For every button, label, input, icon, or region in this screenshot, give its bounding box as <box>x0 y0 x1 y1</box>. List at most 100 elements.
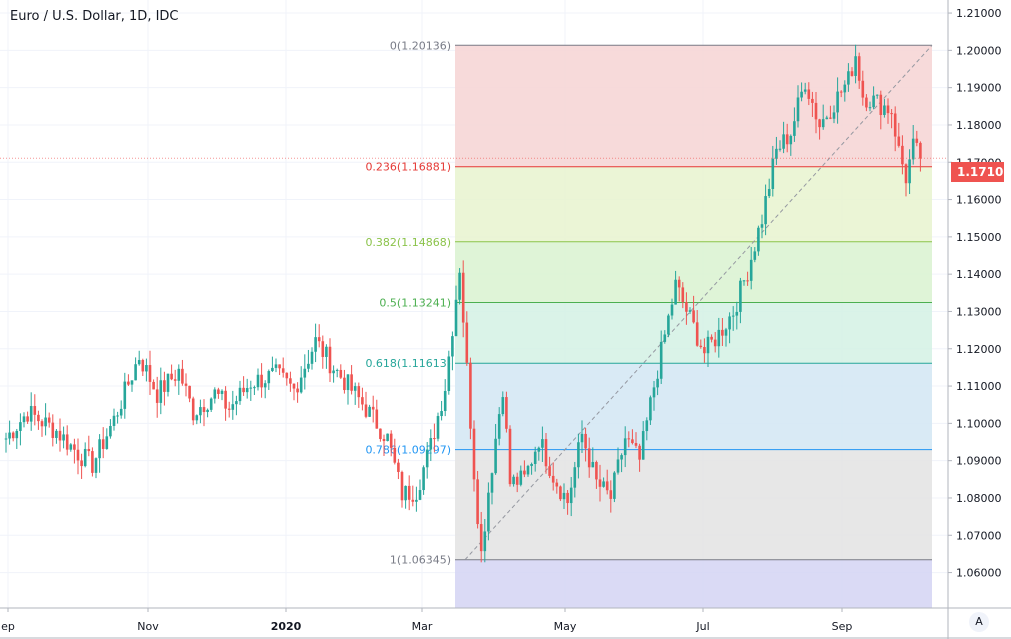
candle-body <box>623 438 627 456</box>
candle-body <box>40 421 44 427</box>
y-tick-label: 1.10000 <box>956 417 1002 430</box>
candle-body <box>782 134 785 149</box>
candle-body <box>800 91 803 98</box>
candle-body <box>767 188 771 197</box>
candle-body <box>548 466 551 476</box>
candle-body <box>559 486 562 500</box>
candle-body <box>515 476 519 485</box>
candle-body <box>397 462 400 472</box>
candle-body <box>454 299 458 337</box>
candle-body <box>26 416 29 422</box>
candle-body <box>764 196 767 225</box>
candle-body <box>598 479 602 487</box>
candle-body <box>73 444 76 450</box>
candle-body <box>393 447 397 463</box>
y-tick-label: 1.07000 <box>956 529 1002 542</box>
candle-body <box>368 406 371 417</box>
candle-body <box>836 91 839 113</box>
candle-body <box>854 56 857 76</box>
candle-body <box>303 368 307 378</box>
candle-body <box>137 360 141 365</box>
candle-body <box>29 406 33 422</box>
candle-body <box>904 164 908 184</box>
candle-body <box>281 368 285 373</box>
candle-body <box>76 449 80 461</box>
candle-body <box>422 467 425 491</box>
candle-body <box>883 105 886 115</box>
y-tick-label: 1.08000 <box>956 492 1002 505</box>
candle-body <box>249 387 253 389</box>
candle-body <box>325 346 328 357</box>
candle-body <box>685 302 688 312</box>
candle-body <box>512 476 515 485</box>
fib-label-2: 0.382(1.14868) <box>365 236 451 249</box>
candle-body <box>695 322 699 346</box>
candle-body <box>649 397 652 421</box>
candle-body <box>350 374 353 391</box>
candle-body <box>33 406 37 415</box>
y-tick-label: 1.11000 <box>956 380 1002 393</box>
candle-body <box>724 329 728 336</box>
candle-body <box>487 492 490 532</box>
candle-body <box>267 371 271 384</box>
candle-body <box>890 113 893 115</box>
candle-body <box>163 380 166 392</box>
candle-body <box>184 383 188 386</box>
candle-body <box>235 401 238 405</box>
candle-body <box>199 407 202 416</box>
current-price-badge: 1.17106 <box>951 162 1011 182</box>
candle-body <box>897 136 901 146</box>
candle-body <box>4 438 8 440</box>
candle-body <box>307 363 310 369</box>
candle-body <box>677 279 681 288</box>
candle-body <box>602 481 605 487</box>
candle-body <box>271 367 274 372</box>
candle-body <box>847 71 850 85</box>
candle-body <box>656 378 659 388</box>
auto-scale-button[interactable]: A <box>969 612 989 632</box>
candle-body <box>65 434 69 450</box>
fib-label-5: 0.786(1.09297) <box>365 444 451 457</box>
candle-body <box>152 381 155 390</box>
x-tick-label: Sep <box>832 620 853 633</box>
candle-body <box>181 368 184 384</box>
candle-body <box>634 443 638 446</box>
candle-body <box>436 416 440 439</box>
candle-body <box>195 415 199 421</box>
candle-body <box>497 414 501 439</box>
candle-body <box>832 112 836 119</box>
candle-body <box>706 336 710 354</box>
candle-body <box>224 390 227 409</box>
candle-body <box>206 409 209 413</box>
candle-body <box>332 370 335 374</box>
candle-body <box>868 107 872 109</box>
candle-body <box>47 417 51 423</box>
candle-body <box>843 84 847 93</box>
candle-body <box>778 148 782 150</box>
candle-body <box>796 97 800 122</box>
candle-body <box>166 373 170 392</box>
candle-body <box>19 422 22 431</box>
candle-body <box>173 379 177 381</box>
candle-body <box>875 94 879 96</box>
fib-label-6: 1(1.06345) <box>390 554 451 567</box>
candle-body <box>659 341 663 379</box>
fib-trend-line <box>464 44 933 561</box>
candle-body <box>735 311 739 316</box>
candle-body <box>872 95 875 108</box>
candle-body <box>681 287 685 303</box>
candle-body <box>541 439 544 448</box>
candle-body <box>508 428 512 485</box>
x-tick-label: Nov <box>137 620 159 633</box>
candle-body <box>469 362 472 429</box>
candle-body <box>253 387 256 389</box>
candle-body <box>314 337 317 352</box>
candle-body <box>544 439 548 467</box>
fib-label-1: 0.236(1.16881) <box>365 161 451 174</box>
candle-body <box>425 449 429 468</box>
candle-body <box>911 138 915 160</box>
candle-body <box>461 272 465 323</box>
candle-body <box>109 425 112 437</box>
candle-body <box>915 138 919 143</box>
